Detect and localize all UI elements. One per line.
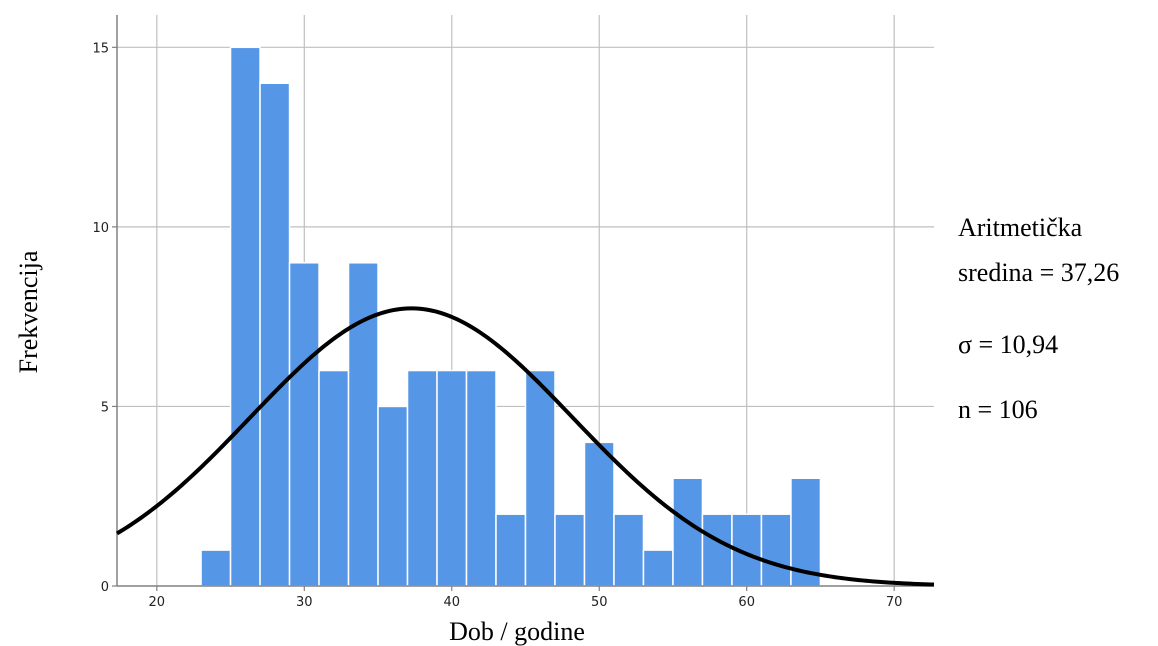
- histogram-bar-16: [672, 477, 704, 587]
- histogram-bar-6: [377, 405, 409, 587]
- histogram-bar-11: [524, 369, 556, 587]
- histogram-bar-17: [701, 513, 733, 587]
- stat-n: n = 106: [958, 395, 1038, 424]
- x-tick-label-70: 70: [886, 595, 903, 610]
- y-tick-label-15: 15: [92, 41, 109, 56]
- histogram-bar-3: [288, 262, 320, 587]
- x-tick-label-40: 40: [443, 595, 460, 610]
- histogram-bar-9: [465, 369, 497, 587]
- histogram-bar-1: [229, 46, 261, 587]
- axes: [116, 15, 934, 587]
- histogram-bar-12: [554, 513, 586, 587]
- stat-sd: σ = 10,94: [958, 330, 1058, 359]
- histogram-bar-15: [642, 549, 674, 587]
- histogram-bars: [200, 46, 822, 587]
- tick-labels: 0 5 10 15 20 30 40 50 60 70: [92, 41, 902, 610]
- y-tick-label-10: 10: [92, 221, 109, 236]
- histogram-bar-2: [259, 82, 291, 587]
- y-axis-title: Frekvencija: [14, 250, 43, 373]
- histogram-bar-19: [760, 513, 792, 587]
- x-tick-label-20: 20: [149, 595, 166, 610]
- histogram-bar-7: [406, 369, 438, 587]
- histogram-bar-4: [318, 369, 350, 587]
- histogram-bar-13: [583, 441, 615, 587]
- x-tick-label-50: 50: [591, 595, 608, 610]
- x-axis-title: Dob / godine: [449, 617, 585, 646]
- stat-mean-line2: sredina = 37,26: [958, 258, 1119, 287]
- histogram-bar-0: [200, 549, 232, 587]
- x-tick-label-60: 60: [738, 595, 755, 610]
- histogram-bar-8: [436, 369, 468, 587]
- x-tick-label-30: 30: [296, 595, 313, 610]
- y-tick-label-5: 5: [101, 400, 109, 415]
- y-tick-label-0: 0: [101, 580, 109, 595]
- stat-mean-line1: Aritmetička: [958, 213, 1083, 242]
- histogram-bar-14: [613, 513, 645, 587]
- normal-distribution-curve: [115, 306, 935, 587]
- histogram-bar-5: [347, 262, 379, 587]
- histogram-bar-10: [495, 513, 527, 587]
